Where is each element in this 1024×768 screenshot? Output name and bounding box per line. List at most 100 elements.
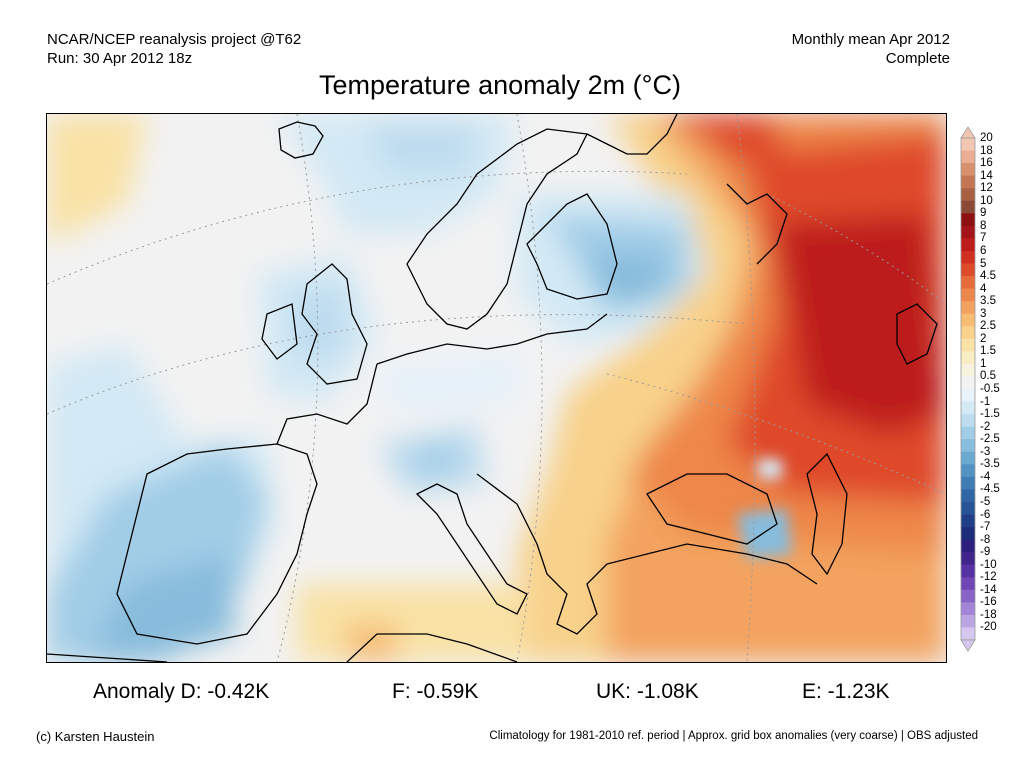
status-label: Complete — [885, 50, 950, 67]
colorbar-swatch — [961, 376, 975, 390]
colorbar-tick-label: 12 — [980, 182, 993, 195]
colorbar-top-arrow — [960, 126, 976, 139]
colorbar-tick-label: -7 — [980, 521, 991, 534]
colorbar-tick-label: -4 — [980, 470, 991, 483]
colorbar-swatch — [961, 225, 975, 239]
stat-france: F: -0.59K — [392, 680, 479, 703]
colorbar-tick-label: 2 — [980, 332, 987, 345]
colorbar-swatch — [961, 501, 975, 515]
colorbar-swatch — [961, 602, 975, 616]
colorbar-tick-label: 4 — [980, 282, 987, 295]
colorbar-swatch — [961, 351, 975, 365]
colorbar-tick-label: 5 — [980, 257, 987, 270]
colorbar-tick-label: 4.5 — [980, 270, 996, 283]
header-left: NCAR/NCEP reanalysis project @T62 Run: 3… — [47, 30, 301, 68]
colorbar-swatch — [961, 426, 975, 440]
colorbar-swatch — [961, 213, 975, 227]
colorbar-swatch — [961, 288, 975, 302]
colorbar-swatch — [961, 414, 975, 428]
colorbar-tick-label: 2.5 — [980, 320, 996, 333]
colorbar-tick-label: 3 — [980, 307, 987, 320]
period-label: Monthly mean Apr 2012 — [791, 31, 950, 48]
colorbar-tick-label: 0.5 — [980, 370, 996, 383]
colorbar-swatch — [961, 301, 975, 315]
colorbar: 20 18 16 14 12 10 9 8 7 6 5 4.5 4 3.5 3 2.5 2 1.5 1 0.5 -0.5… — [958, 126, 1020, 652]
coastlines — [47, 114, 938, 662]
colorbar-tick-label: 20 — [980, 132, 993, 144]
colorbar-tick-label: 14 — [980, 169, 993, 182]
colorbar-swatch — [961, 238, 975, 252]
colorbar-swatch — [961, 451, 975, 465]
colorbar-tick-label: -18 — [980, 608, 997, 621]
colorbar-swatch — [961, 363, 975, 377]
run-label: Run: 30 Apr 2012 18z — [47, 50, 193, 67]
colorbar-tick-label: -0.5 — [980, 383, 1000, 395]
colorbar-swatch — [961, 175, 975, 189]
colorbar-swatch — [961, 514, 975, 528]
footnote: Climatology for 1981-2010 ref. period | … — [489, 730, 978, 742]
colorbar-tick-label: 6 — [980, 244, 987, 257]
anomaly-map[interactable] — [46, 113, 947, 663]
colorbar-tick-label: -3.5 — [980, 458, 1000, 471]
colorbar-swatch — [961, 338, 975, 352]
colorbar-tick-label: -5 — [980, 495, 991, 508]
stat-uk: UK: -1.08K — [596, 680, 699, 703]
colorbar-swatch — [961, 250, 975, 264]
colorbar-scale — [960, 126, 976, 652]
anomaly-map-canvas — [47, 114, 946, 662]
colorbar-tick-label: -20 — [980, 621, 997, 634]
colorbar-swatch — [961, 564, 975, 578]
colorbar-swatch — [961, 276, 975, 290]
colorbar-swatch — [961, 627, 975, 641]
colorbar-tick-label: 1 — [980, 357, 987, 370]
colorbar-tick-label: -2 — [980, 420, 991, 433]
colorbar-swatch — [961, 552, 975, 566]
colorbar-swatch — [961, 150, 975, 164]
colorbar-swatch — [961, 188, 975, 202]
colorbar-tick-label: -3 — [980, 445, 991, 458]
colorbar-swatch — [961, 313, 975, 327]
stat-spain: E: -1.23K — [802, 680, 890, 703]
colorbar-tick-label: 9 — [980, 207, 987, 220]
colorbar-tick-label: -1.5 — [980, 408, 1000, 421]
graticule — [47, 114, 946, 662]
colorbar-swatch — [961, 476, 975, 490]
colorbar-tick-label: -10 — [980, 558, 997, 571]
colorbar-swatch — [961, 389, 975, 403]
credit: (c) Karsten Haustein — [36, 729, 155, 744]
colorbar-bottom-arrow — [960, 639, 976, 652]
colorbar-tick-label: 8 — [980, 219, 987, 232]
colorbar-tick-label: -8 — [980, 533, 991, 546]
map-title: Temperature anomaly 2m (°C) — [319, 70, 681, 100]
colorbar-tick-label: -2.5 — [980, 433, 1000, 446]
colorbar-swatch — [961, 527, 975, 541]
colorbar-swatch — [961, 614, 975, 628]
colorbar-swatch — [961, 464, 975, 478]
colorbar-tick-label: -4.5 — [980, 483, 1000, 496]
colorbar-tick-label: -14 — [980, 583, 997, 596]
colorbar-swatch — [961, 138, 975, 152]
colorbar-tick-label: 16 — [980, 157, 993, 170]
colorbar-swatch — [961, 326, 975, 340]
colorbar-tick-label: 18 — [980, 144, 993, 157]
colorbar-tick-label: -16 — [980, 596, 997, 609]
header-right: Monthly mean Apr 2012 Complete — [792, 30, 950, 68]
colorbar-swatch — [961, 489, 975, 503]
colorbar-swatch — [961, 401, 975, 415]
colorbar-swatch — [961, 163, 975, 177]
colorbar-tick-label: 1.5 — [980, 345, 996, 358]
colorbar-swatch — [961, 539, 975, 553]
colorbar-tick-label: 3.5 — [980, 295, 996, 308]
colorbar-tick-label: 10 — [980, 194, 993, 207]
stat-germany: Anomaly D: -0.42K — [93, 680, 270, 703]
project-label: NCAR/NCEP reanalysis project @T62 — [47, 31, 302, 48]
colorbar-tick-label: -6 — [980, 508, 991, 521]
colorbar-swatch — [961, 589, 975, 603]
colorbar-swatch — [961, 577, 975, 591]
colorbar-swatch — [961, 263, 975, 277]
colorbar-tick-label: -9 — [980, 546, 991, 559]
colorbar-tick-label: -1 — [980, 395, 991, 408]
colorbar-swatch — [961, 439, 975, 453]
colorbar-tick-label: -12 — [980, 571, 997, 584]
colorbar-tick-label: 7 — [980, 232, 987, 245]
